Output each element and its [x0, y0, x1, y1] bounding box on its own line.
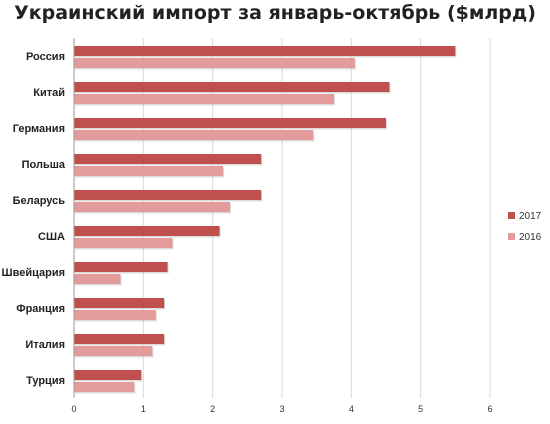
bar-2017	[74, 82, 390, 92]
category-label: Италия	[25, 339, 65, 351]
x-tick-label: 5	[418, 404, 423, 414]
bar-2016	[74, 310, 156, 320]
bar-2017	[74, 334, 165, 344]
legend: 2017 2016	[508, 211, 542, 243]
bar-2017	[74, 226, 220, 236]
category-label: Китай	[33, 87, 65, 99]
bar-2017	[74, 46, 456, 56]
bar-2016	[74, 58, 355, 68]
x-tick-label: 0	[71, 404, 76, 414]
bar-2017	[74, 370, 142, 380]
legend-label-2017: 2017	[519, 211, 542, 222]
bar-2016	[74, 166, 224, 176]
bar-2017	[74, 190, 262, 200]
chart-title: Украинский импорт за январь-октябрь ($мл…	[14, 2, 536, 24]
category-label: Франция	[16, 303, 65, 315]
x-tick-labels: 0 1 2 3 4 5 6	[71, 404, 492, 414]
legend-label-2016: 2016	[519, 232, 542, 243]
category-label: США	[38, 231, 65, 243]
bar-2017	[74, 154, 262, 164]
legend-swatch-2017	[508, 212, 515, 219]
bar-2017	[74, 262, 168, 272]
category-labels: Россия Китай Германия Польша Беларусь США Швей…	[2, 51, 66, 387]
category-label: Германия	[13, 123, 65, 135]
bar-2016	[74, 238, 173, 248]
bar-2016	[74, 382, 135, 392]
legend-swatch-2016	[508, 233, 515, 240]
bars	[74, 46, 457, 394]
bar-2016	[74, 346, 153, 356]
category-label: Беларусь	[13, 195, 66, 207]
x-tick-label: 6	[487, 404, 492, 414]
category-label: Турция	[26, 375, 65, 387]
bar-2017	[74, 298, 165, 308]
bar-2016	[74, 130, 314, 140]
x-tick-label: 4	[349, 404, 354, 414]
bar-2016	[74, 274, 121, 284]
x-tick-label: 3	[279, 404, 284, 414]
x-tick-label: 2	[210, 404, 215, 414]
category-label: Польша	[22, 159, 66, 171]
x-tick-label: 1	[141, 404, 146, 414]
category-label: Швейцария	[2, 267, 65, 279]
bar-2016	[74, 202, 230, 212]
bar-2016	[74, 94, 334, 104]
bar-2017	[74, 118, 386, 128]
category-label: Россия	[26, 51, 65, 63]
